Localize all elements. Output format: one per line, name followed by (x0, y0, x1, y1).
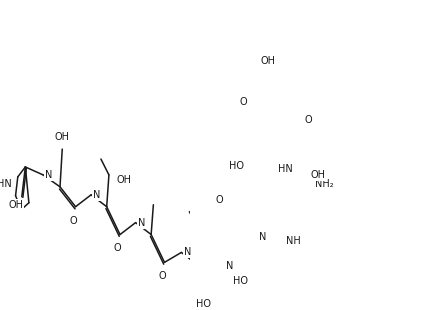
Text: N: N (259, 232, 266, 241)
Text: N: N (183, 247, 190, 257)
Text: OH: OH (117, 175, 132, 185)
Text: HN: HN (0, 179, 12, 189)
Text: HO: HO (232, 276, 247, 286)
Text: N: N (138, 218, 145, 228)
Text: O: O (114, 243, 121, 254)
Text: N: N (45, 170, 52, 180)
Text: HO: HO (228, 161, 243, 171)
Text: OH: OH (260, 55, 275, 66)
Text: HN: HN (278, 164, 292, 174)
Text: OH: OH (310, 170, 325, 180)
Text: N: N (225, 261, 233, 271)
Text: NH: NH (285, 237, 300, 246)
Text: O: O (69, 216, 77, 226)
Text: NH₂: NH₂ (314, 179, 333, 189)
Text: OH: OH (55, 132, 69, 142)
Text: O: O (239, 97, 247, 107)
Text: N: N (93, 190, 101, 200)
Text: HO: HO (195, 299, 210, 309)
Text: O: O (158, 271, 166, 281)
Text: O: O (216, 195, 223, 205)
Text: OH: OH (8, 200, 23, 210)
Text: O: O (304, 115, 311, 125)
